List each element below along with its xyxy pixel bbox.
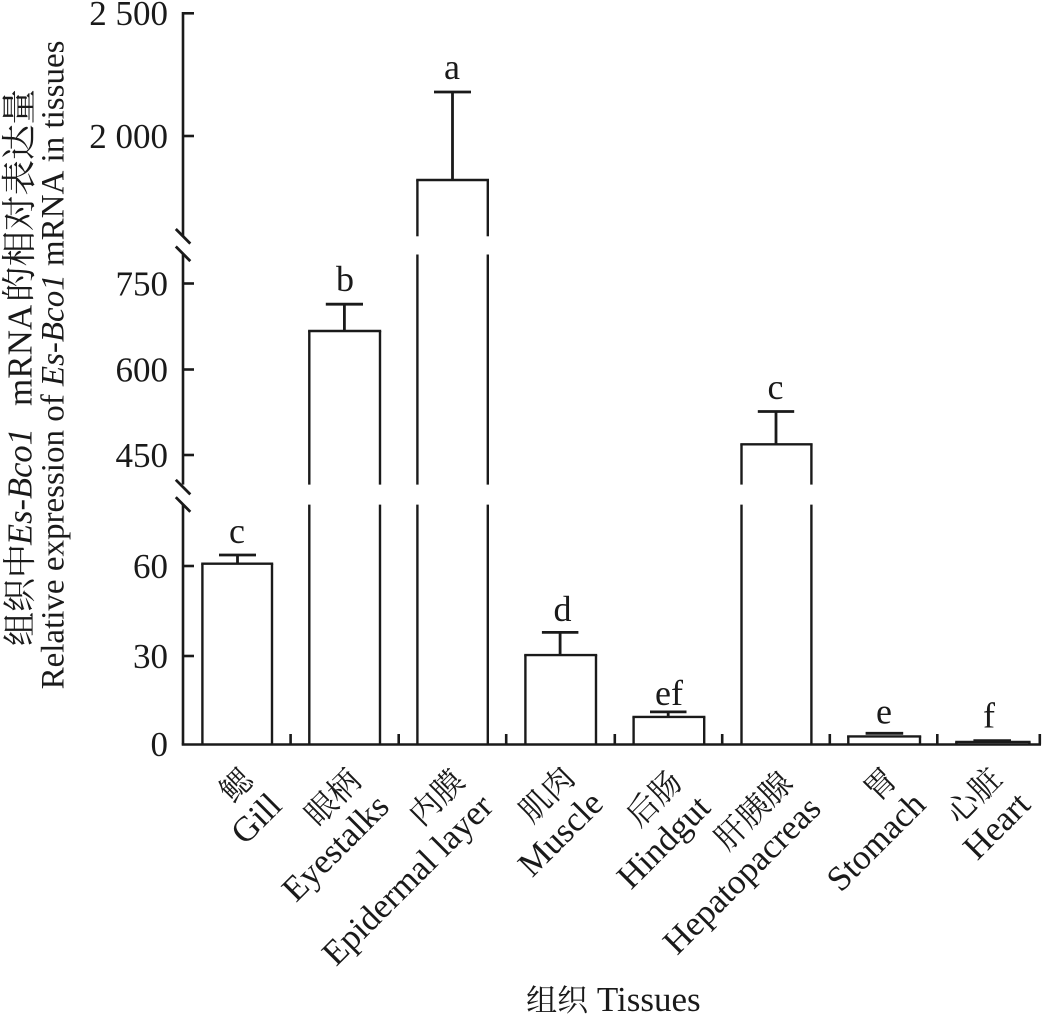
svg-text:mRNA: mRNA xyxy=(1,304,40,406)
svg-text:d: d xyxy=(554,589,572,629)
svg-text:Muscle: Muscle xyxy=(510,784,610,884)
svg-text:e: e xyxy=(876,692,892,732)
svg-text:ef: ef xyxy=(655,673,683,713)
svg-text:450: 450 xyxy=(116,436,169,475)
svg-text:b: b xyxy=(336,259,354,299)
svg-text:Tissues: Tissues xyxy=(588,980,701,1016)
svg-text:c: c xyxy=(768,367,784,407)
svg-text:Stomach: Stomach xyxy=(819,784,934,899)
svg-text:0: 0 xyxy=(151,725,169,764)
svg-text:Es-Bco1: Es-Bco1 xyxy=(2,428,40,546)
svg-text:60: 60 xyxy=(133,547,168,586)
svg-text:c: c xyxy=(229,511,245,551)
svg-text:600: 600 xyxy=(116,350,169,389)
svg-text:2 500: 2 500 xyxy=(89,0,168,33)
svg-text:mRNA in tissues: mRNA in tissues xyxy=(36,41,72,275)
svg-text:2 000: 2 000 xyxy=(89,117,168,156)
svg-text:30: 30 xyxy=(133,637,168,676)
svg-text:Relative expression of: Relative expression of xyxy=(36,386,72,689)
svg-text:f: f xyxy=(983,696,995,736)
svg-text:Es-Bco1: Es-Bco1 xyxy=(36,274,72,387)
svg-text:750: 750 xyxy=(116,264,169,303)
svg-text:a: a xyxy=(444,47,460,87)
